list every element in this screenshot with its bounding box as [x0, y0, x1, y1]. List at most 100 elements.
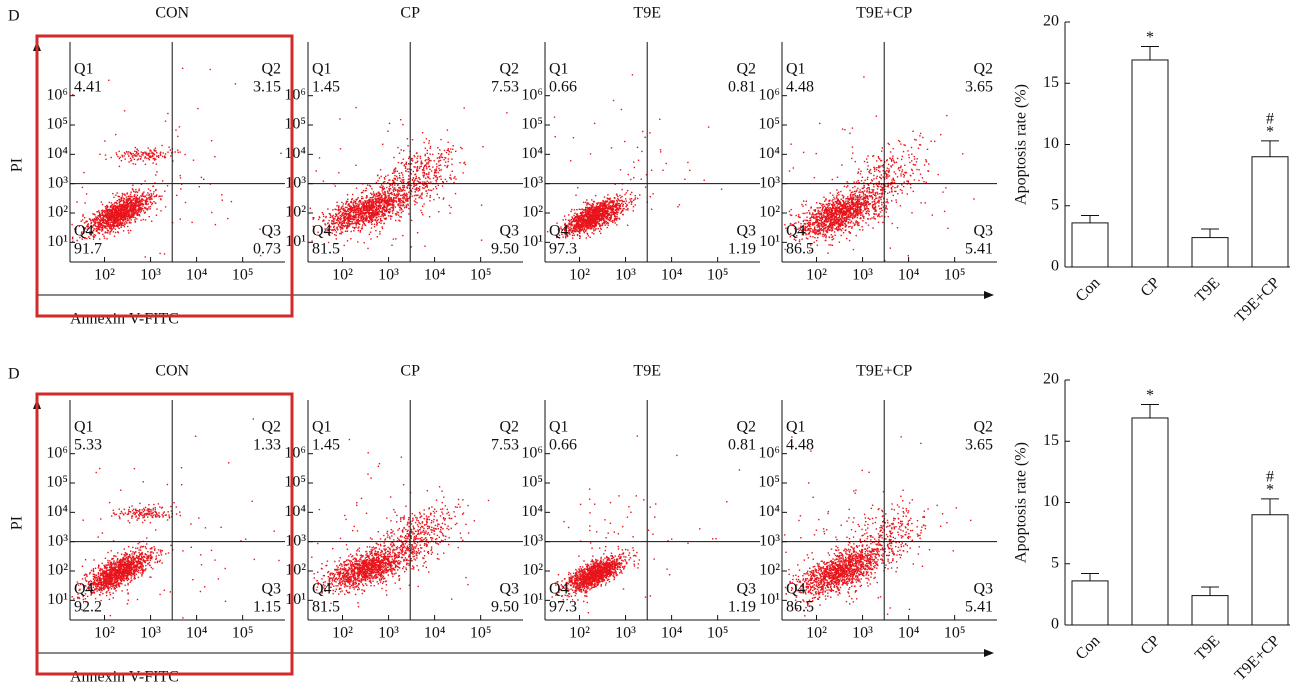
- quadrant-value: 86.5: [786, 241, 814, 258]
- x-tick-label: 10⁴: [424, 625, 446, 642]
- y-tick-label: 10: [1043, 493, 1059, 510]
- x-tick-label: 10²: [806, 267, 827, 284]
- quadrant-value: 0.66: [549, 437, 577, 454]
- quadrant-value: 7.53: [491, 437, 519, 454]
- dot-cloud: [311, 438, 490, 608]
- highlight-box: [35, 392, 294, 676]
- quadrant-name: Q2: [973, 61, 993, 78]
- y-tick-label: 10²: [285, 204, 306, 221]
- quadrant-name: Q2: [261, 419, 281, 436]
- quadrant-value: 7.53: [491, 79, 519, 96]
- quadrant-name: Q2: [499, 61, 519, 78]
- quadrant-name: Q4: [786, 223, 806, 240]
- y-tick-label: 10³: [759, 532, 780, 549]
- quadrant-value: 81.5: [312, 599, 340, 616]
- y-tick-label: 10: [1043, 135, 1059, 152]
- y-tick-label: 10⁶: [758, 86, 780, 103]
- y-tick-label: 10¹: [47, 233, 68, 250]
- y-tick-label: 10³: [285, 174, 306, 191]
- x-tick-label: 10⁵: [707, 267, 729, 284]
- x-tick-label: 10²: [332, 625, 353, 642]
- x-tick-label: T9E+CP: [1232, 274, 1284, 326]
- x-tick-label: 10⁴: [898, 267, 920, 284]
- x-axis-label: Annexin V-FITC: [70, 311, 179, 328]
- quadrant-value: 0.81: [728, 437, 756, 454]
- x-tick-label: CP: [1138, 274, 1164, 300]
- bar: [1071, 222, 1109, 268]
- x-tick-label: 10⁵: [944, 267, 966, 284]
- plot-title: CON: [155, 363, 189, 380]
- quadrant-name: Q3: [261, 581, 281, 598]
- x-tick-label: 10⁴: [661, 267, 683, 284]
- quadrant-value: 3.65: [965, 437, 993, 454]
- x-tick-label: Con: [1073, 274, 1104, 305]
- dot-cloud: [71, 67, 282, 258]
- y-tick-label: 0: [1051, 616, 1059, 633]
- significance-mark: *: [1146, 29, 1154, 46]
- quadrant-value: 97.3: [549, 241, 577, 258]
- quadrant-name: Q3: [973, 581, 993, 598]
- x-tick-label: 10⁴: [186, 625, 208, 642]
- y-axis-label: PI: [9, 516, 26, 530]
- x-tick-label: 10³: [378, 625, 399, 642]
- x-tick-label: 10²: [569, 267, 590, 284]
- y-tick-label: 10²: [759, 204, 780, 221]
- quadrant-value: 3.15: [253, 79, 281, 96]
- quadrant-value: 4.48: [786, 437, 814, 454]
- quadrant-value: 1.45: [312, 437, 340, 454]
- y-tick-label: 10¹: [285, 233, 306, 250]
- y-tick-label: 10²: [47, 204, 68, 221]
- x-tick-label: 10³: [615, 267, 636, 284]
- bar: [1251, 514, 1289, 626]
- x-tick-label: 10⁵: [232, 625, 254, 642]
- quadrant-name: Q4: [312, 581, 332, 598]
- flow-plot: 10¹ 10² 10³ 10⁴ 10⁵ 10⁶ 10² 10³ 10⁴ 10⁵ T9E Q10.66 Q…: [521, 363, 760, 642]
- y-tick-label: 10³: [47, 532, 68, 549]
- plot-title: CP: [400, 5, 420, 22]
- quadrant-value: 0.73: [253, 241, 281, 258]
- y-tick-label: 10⁶: [46, 86, 68, 103]
- quadrant-value: 1.19: [728, 599, 756, 616]
- quadrant-value: 3.65: [965, 79, 993, 96]
- y-tick-label: 10⁵: [758, 116, 780, 133]
- bar: [1131, 59, 1169, 268]
- significance-mark: #: [1266, 468, 1274, 485]
- plot-title: T9E+CP: [856, 5, 912, 22]
- quadrant-name: Q3: [736, 581, 756, 598]
- dot-cloud: [71, 418, 280, 619]
- quadrant-name: Q1: [786, 61, 806, 78]
- quadrant-value: 5.41: [965, 241, 993, 258]
- y-tick-label: 10²: [522, 562, 543, 579]
- y-axis-label: PI: [9, 158, 26, 172]
- quadrant-value: 97.3: [549, 599, 577, 616]
- quadrant-value: 9.50: [491, 599, 519, 616]
- y-axis-label: Apoptosis rate (%): [1013, 442, 1030, 563]
- y-tick-label: 10³: [759, 174, 780, 191]
- y-tick-label: 15: [1043, 432, 1059, 449]
- y-tick-label: 10⁴: [521, 145, 543, 162]
- x-tick-label: 10³: [852, 267, 873, 284]
- quadrant-name: Q1: [74, 419, 94, 436]
- x-tick-label: 10⁵: [944, 625, 966, 642]
- y-tick-label: 10⁵: [284, 116, 306, 133]
- y-tick-label: 10⁵: [46, 474, 68, 491]
- y-tick-label: 10³: [522, 532, 543, 549]
- x-tick-label: 10⁵: [232, 267, 254, 284]
- y-tick-label: 10⁴: [284, 145, 306, 162]
- y-tick-label: 10⁵: [46, 116, 68, 133]
- y-tick-label: 5: [1051, 554, 1059, 571]
- flow-plot: 10¹ 10² 10³ 10⁴ 10⁵ 10⁶ 10² 10³ 10⁴ 10⁵ T9E+CP Q14.…: [758, 363, 997, 642]
- quadrant-value: 1.33: [253, 437, 281, 454]
- plot-title: CP: [400, 363, 420, 380]
- quadrant-name: Q1: [786, 419, 806, 436]
- y-tick-label: 10⁶: [284, 444, 306, 461]
- y-tick-label: 10⁶: [46, 444, 68, 461]
- x-tick-label: T9E: [1192, 632, 1223, 663]
- quadrant-value: 91.7: [74, 241, 102, 258]
- x-tick-label: 10⁴: [424, 267, 446, 284]
- x-tick-label: 10⁴: [186, 267, 208, 284]
- quadrant-name: Q3: [499, 581, 519, 598]
- highlight-box: [35, 34, 294, 318]
- quadrant-name: Q4: [312, 223, 332, 240]
- quadrant-value: 4.41: [74, 79, 102, 96]
